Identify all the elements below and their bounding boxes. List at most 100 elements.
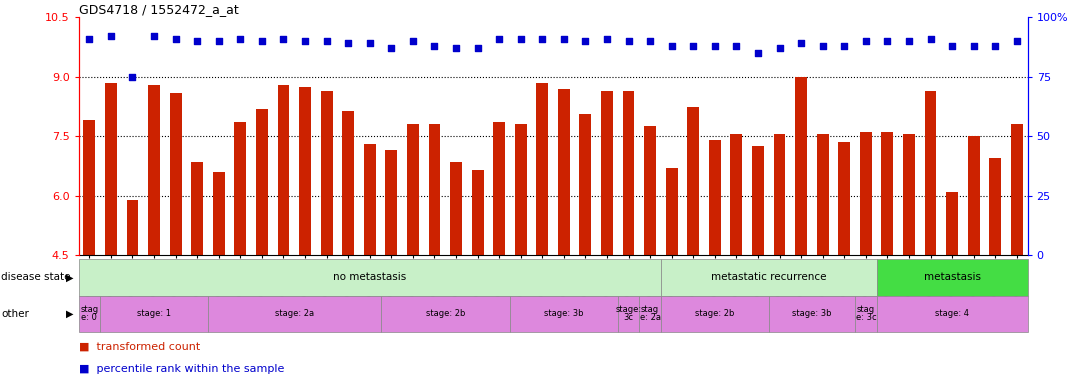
Bar [768, 296, 855, 332]
Text: other: other [1, 309, 29, 319]
Bar [924, 91, 936, 255]
Bar [989, 158, 1001, 255]
Bar [855, 296, 877, 332]
Bar [601, 91, 613, 255]
Bar [321, 91, 332, 255]
Point [253, 38, 270, 44]
Text: metastatic recurrence: metastatic recurrence [711, 272, 826, 283]
Bar [752, 146, 764, 255]
Bar [127, 200, 139, 255]
Bar [278, 85, 289, 255]
Text: disease state: disease state [1, 272, 71, 283]
Point [727, 43, 745, 49]
Text: stage: 4: stage: 4 [935, 310, 969, 318]
Bar [342, 111, 354, 255]
Text: metastasis: metastasis [923, 272, 980, 283]
Point [641, 38, 659, 44]
Bar [688, 106, 699, 255]
Text: stage: 3b: stage: 3b [544, 310, 583, 318]
Point [231, 36, 249, 42]
Bar [235, 122, 246, 255]
Bar [213, 172, 225, 255]
Point [81, 36, 98, 42]
Bar [514, 124, 526, 255]
Point [296, 38, 313, 44]
Bar [299, 87, 311, 255]
Point [274, 36, 292, 42]
Point [145, 33, 162, 40]
Bar [795, 77, 807, 255]
Point [987, 43, 1004, 49]
Bar [364, 144, 376, 255]
Bar [967, 136, 979, 255]
Bar [170, 93, 182, 255]
Text: ■  transformed count: ■ transformed count [79, 342, 200, 352]
Point [405, 38, 422, 44]
Point [858, 38, 875, 44]
Point [512, 36, 529, 42]
Bar [208, 296, 381, 332]
Bar [450, 162, 462, 255]
Point [598, 36, 615, 42]
Point [362, 40, 379, 46]
Text: stag
e: 3c: stag e: 3c [855, 305, 876, 323]
Point [340, 40, 357, 46]
Bar [881, 132, 893, 255]
Point [879, 38, 896, 44]
Text: stage: 2b: stage: 2b [425, 310, 465, 318]
Bar [623, 91, 635, 255]
Text: stage: 1: stage: 1 [137, 310, 171, 318]
Point [124, 74, 141, 80]
Bar [618, 296, 639, 332]
Bar [877, 259, 1028, 296]
Bar [645, 126, 656, 255]
Bar [838, 142, 850, 255]
Point [534, 36, 551, 42]
Text: GDS4718 / 1552472_a_at: GDS4718 / 1552472_a_at [79, 3, 238, 16]
Bar [903, 134, 915, 255]
Point [944, 43, 961, 49]
Bar [666, 168, 678, 255]
Text: no metastasis: no metastasis [334, 272, 407, 283]
Bar [580, 114, 592, 255]
Text: stage: 2b: stage: 2b [695, 310, 735, 318]
Bar [493, 122, 505, 255]
Text: ▶: ▶ [66, 272, 73, 283]
Point [793, 40, 810, 46]
Bar [558, 89, 570, 255]
Point [188, 38, 206, 44]
Bar [661, 296, 768, 332]
Text: ■  percentile rank within the sample: ■ percentile rank within the sample [79, 364, 284, 374]
Point [102, 33, 119, 40]
Bar [536, 83, 548, 255]
Bar [385, 150, 397, 255]
Point [965, 43, 982, 49]
Text: ▶: ▶ [66, 309, 73, 319]
Bar [946, 192, 958, 255]
Point [1008, 38, 1025, 44]
Point [836, 43, 853, 49]
Bar [860, 132, 872, 255]
Bar [79, 296, 100, 332]
Point [383, 45, 400, 51]
Bar [192, 162, 203, 255]
Bar [100, 296, 208, 332]
Point [770, 45, 788, 51]
Bar [639, 296, 661, 332]
Bar [471, 170, 483, 255]
Bar [148, 85, 160, 255]
Bar [1010, 124, 1022, 255]
Point [555, 36, 572, 42]
Point [749, 50, 766, 56]
Bar [510, 296, 618, 332]
Bar [661, 259, 877, 296]
Point [448, 45, 465, 51]
Bar [105, 83, 117, 255]
Point [706, 43, 723, 49]
Bar [428, 124, 440, 255]
Point [318, 38, 336, 44]
Text: stag
e: 2a: stag e: 2a [639, 305, 661, 323]
Text: stage:
3c: stage: 3c [615, 305, 641, 323]
Bar [731, 134, 742, 255]
Point [469, 45, 486, 51]
